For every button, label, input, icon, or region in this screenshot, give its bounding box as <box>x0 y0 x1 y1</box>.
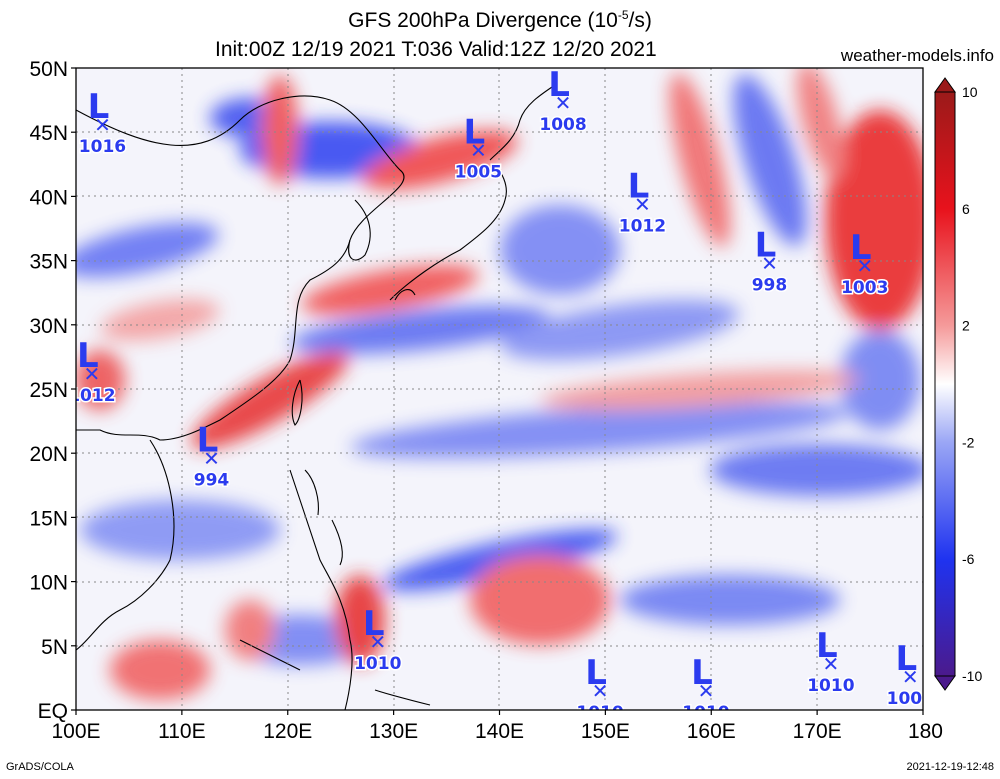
low-letter: L <box>816 626 838 666</box>
low-center-mark: ✕ <box>592 679 609 703</box>
low-pressure-value: 1016 <box>79 137 126 157</box>
low-center-mark: ✕ <box>83 362 100 386</box>
colorbar-label: -2 <box>962 434 975 450</box>
low-letter: L <box>463 112 485 152</box>
low-center-mark: ✕ <box>94 113 111 137</box>
lat-tick-label: 20N <box>29 443 68 466</box>
colorbar-label: 10 <box>962 84 978 100</box>
low-center-mark: ✕ <box>902 665 919 689</box>
low-letter: L <box>755 225 777 265</box>
low-pressure-value: 1012 <box>68 386 115 406</box>
lat-tick-label: EQ <box>38 700 68 723</box>
low-pressure-marker: L✕1010 <box>681 653 731 723</box>
lat-tick-label: 35N <box>29 251 68 274</box>
low-pressure-marker: L✕1012 <box>617 166 667 238</box>
low-center-mark: ✕ <box>823 652 840 676</box>
low-pressure-marker: L✕1010 <box>575 653 625 723</box>
low-center-mark: ✕ <box>555 91 572 115</box>
colorbar-gradient <box>934 91 956 677</box>
lat-tick-label: 15N <box>29 507 68 530</box>
lat-tick-label: 30N <box>29 315 68 338</box>
lon-tick-label: 120E <box>263 720 312 743</box>
footer-timestamp: 2021-12-19-12:48 <box>906 761 994 773</box>
lat-tick-label: 5N <box>41 636 68 659</box>
grid-lines <box>76 68 923 710</box>
low-letter: L <box>88 87 110 127</box>
colorbar-bottom-arrow <box>934 675 956 691</box>
low-pressure-marker: L✕1012 <box>68 336 117 408</box>
low-center-mark: ✕ <box>369 630 386 654</box>
lon-tick-label: 100E <box>51 720 100 743</box>
colorbar: 10 6 2 -2 -6 -10 <box>934 77 982 691</box>
low-pressure-marker: L✕1008 <box>538 65 588 136</box>
low-letter: L <box>363 604 385 644</box>
low-pressure-value: 1005 <box>455 162 502 182</box>
lat-tick-label: 25N <box>29 379 68 402</box>
low-pressure-value: 1008 <box>539 115 586 135</box>
longitude-axis: 100E 110E 120E 130E 140E 150E 160E 170E 180 <box>51 710 943 743</box>
lon-tick-label: 160E <box>687 720 736 743</box>
low-letter: L <box>77 336 99 376</box>
lon-tick-label: 150E <box>581 720 630 743</box>
lon-tick-label: 170E <box>793 720 842 743</box>
low-pressure-marker: L✕994 <box>192 421 231 493</box>
low-letter: L <box>850 228 872 268</box>
low-letter: L <box>691 653 713 693</box>
low-center-mark: ✕ <box>856 254 873 278</box>
low-center-mark: ✕ <box>470 138 487 162</box>
coastlines <box>76 84 556 710</box>
low-letter: L <box>628 166 650 206</box>
low-pressure-value: 1003 <box>841 278 888 298</box>
lon-tick-label: 130E <box>369 720 418 743</box>
colorbar-labels: 10 6 2 -2 -6 -10 <box>962 84 982 684</box>
map-title: GFS 200hPa Divergence (10-5/s) <box>348 8 652 32</box>
low-letter: L <box>585 653 607 693</box>
low-pressure-marker: L✕998 <box>750 225 789 297</box>
low-letter: L <box>895 639 917 679</box>
lat-tick-label: 40N <box>29 186 68 209</box>
low-pressure-value: 1009 <box>887 689 934 709</box>
low-pressure-marker: L✕1010 <box>806 626 856 698</box>
low-pressure-marker: L✕1003 <box>840 228 890 300</box>
lon-tick-label: 140E <box>475 720 524 743</box>
low-pressure-marker: L✕1010 <box>353 604 403 676</box>
lat-tick-label: 10N <box>29 572 68 595</box>
site-credit: weather-models.info <box>840 46 994 65</box>
low-pressure-value: 1010 <box>682 703 729 723</box>
low-pressure-marker: L✕1009 <box>885 639 934 710</box>
latitude-axis: 50N 45N 40N 35N 30N 25N 20N 15N 10N 5N EQ <box>29 58 76 723</box>
colorbar-label: -10 <box>962 668 982 684</box>
low-pressure-value: 1010 <box>354 654 401 674</box>
map-subtitle: Init:00Z 12/19 2021 T:036 Valid:12Z 12/2… <box>215 38 657 61</box>
low-letter: L <box>197 421 219 461</box>
footer-credit: GrADS/COLA <box>6 761 74 773</box>
colorbar-top-arrow <box>934 77 956 93</box>
low-center-mark: ✕ <box>203 447 220 471</box>
low-pressure-value: 994 <box>194 471 230 491</box>
low-pressure-marker: L✕1005 <box>453 112 503 184</box>
low-center-mark: ✕ <box>634 192 651 216</box>
colorbar-label: 6 <box>962 201 970 217</box>
low-pressure-value: 998 <box>752 275 788 295</box>
colorbar-label: -6 <box>962 551 975 567</box>
low-pressure-value: 1012 <box>619 216 666 236</box>
low-center-mark: ✕ <box>761 251 778 275</box>
low-pressure-value: 1010 <box>807 676 854 696</box>
low-pressure-marker: L✕1016 <box>77 87 127 159</box>
lon-tick-label: 110E <box>158 720 206 743</box>
low-center-mark: ✕ <box>698 679 715 703</box>
low-pressure-value: 1010 <box>576 703 623 723</box>
low-letter: L <box>548 65 570 105</box>
lat-tick-label: 45N <box>29 122 68 145</box>
colorbar-label: 2 <box>962 318 970 334</box>
lon-tick-label: 180 <box>908 720 943 743</box>
lat-tick-label: 50N <box>29 58 68 81</box>
